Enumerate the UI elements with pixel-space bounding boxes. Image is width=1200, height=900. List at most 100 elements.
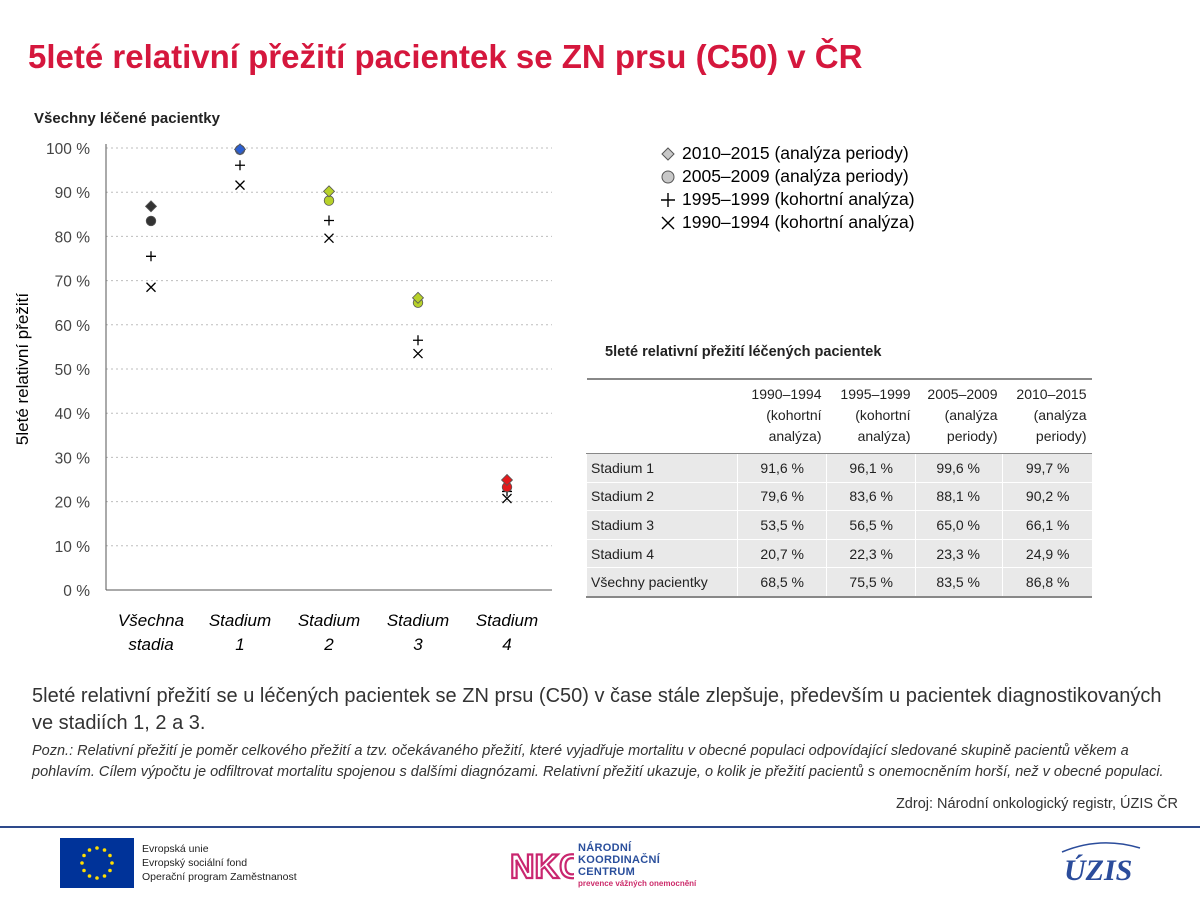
data-point-plus: [146, 251, 156, 262]
table-cell: 68,5 %: [737, 567, 827, 597]
eu-star-icon: [82, 853, 86, 858]
chart-subtitle: Všechny léčené pacientky: [34, 110, 220, 127]
data-point-plus: [235, 160, 245, 171]
legend-item: 2010–2015 (analýza periody): [660, 142, 915, 165]
data-point-cross: [235, 180, 245, 191]
table-cell: 99,7 %: [1002, 453, 1092, 483]
legend-label: 1995–1999 (kohortní analýza): [682, 189, 915, 209]
table-cell: 65,0 %: [915, 510, 1003, 540]
table-row: Stadium 1 91,6 % 96,1 % 99,6 % 99,7 %: [586, 453, 1092, 483]
table-header-cell: 1990–1994 (kohortní analýza): [737, 378, 827, 454]
legend-item: 1995–1999 (kohortní analýza): [660, 188, 915, 211]
data-point-cross: [146, 282, 156, 293]
eu-star-icon: [108, 868, 112, 873]
legend-cross-icon: [661, 216, 675, 229]
eu-star-icon: [87, 848, 92, 852]
table-row: Všechny pacientky 68,5 % 75,5 % 83,5 % 8…: [586, 567, 1092, 597]
table-cell: 79,6 %: [737, 482, 827, 511]
table-cell: 20,7 %: [737, 539, 827, 568]
table-cell: 83,5 %: [915, 567, 1003, 597]
eu-star-icon: [95, 876, 99, 880]
table-header-row: 1990–1994 (kohortní analýza) 1995–1999 (koh…: [586, 378, 1092, 454]
y-axis-label: 5leté relativní přežití: [13, 293, 32, 445]
table-cell: 96,1 %: [826, 453, 916, 483]
x-category-label: Stadium: [209, 611, 271, 630]
x-category-label: 2: [323, 635, 334, 654]
table-cell: 99,6 %: [915, 453, 1003, 483]
data-point-circle: [145, 215, 157, 227]
eu-star-icon: [110, 861, 114, 865]
table-cell: 91,6 %: [737, 453, 827, 483]
uzis-logo-icon: ÚZIS: [1061, 842, 1141, 887]
data-point-diamond: [144, 200, 158, 213]
table-cell: 23,3 %: [915, 539, 1003, 568]
page-title: 5leté relativní přežití pacientek se ZN …: [28, 38, 863, 75]
eu-star-icon: [82, 868, 86, 873]
legend-label: 1990–1994 (kohortní analýza): [682, 212, 915, 232]
legend-label: 2005–2009 (analýza periody): [682, 166, 909, 186]
y-tick-label: 10 %: [55, 539, 91, 556]
table-cell: 75,5 %: [826, 567, 916, 597]
table-title: 5leté relativní přežití léčených pacient…: [605, 344, 882, 360]
footer-divider: [0, 826, 1200, 828]
table-cell: 88,1 %: [915, 482, 1003, 511]
data-point-cross: [324, 233, 334, 244]
legend-item: 2005–2009 (analýza periody): [660, 165, 915, 188]
y-tick-label: 20 %: [55, 495, 91, 512]
svg-text:ÚZIS: ÚZIS: [1064, 854, 1132, 887]
y-tick-label: 90 %: [55, 185, 91, 202]
legend-item: 1990–1994 (kohortní analýza): [660, 211, 915, 234]
eu-star-icon: [80, 861, 84, 865]
table-corner-cell: [586, 378, 738, 454]
nkc-logo-icon: NKC: [509, 847, 574, 886]
footnote-text: Pozn.: Relativní přežití je poměr celkov…: [32, 743, 1164, 780]
eu-star-icon: [108, 853, 112, 858]
svg-text:NKC: NKC: [510, 848, 574, 886]
chart-legend: 2010–2015 (analýza periody) 2005–2009 (an…: [660, 142, 915, 234]
table-cell: 86,8 %: [1002, 567, 1092, 597]
data-point-diamond: [411, 291, 425, 304]
y-tick-label: 40 %: [55, 406, 91, 423]
legend-plus-icon: [661, 192, 675, 207]
y-tick-label: 100 %: [46, 141, 90, 158]
row-label: Stadium 4: [586, 539, 738, 568]
data-point-plus: [413, 335, 423, 346]
description-text: 5leté relativní přežití se u léčených pa…: [32, 685, 1162, 734]
table-header-cell: 1995–1999 (kohortní analýza): [826, 378, 916, 454]
survival-table: 1990–1994 (kohortní analýza) 1995–1999 (koh…: [586, 378, 1092, 598]
table-row: Stadium 3 53,5 % 56,5 % 65,0 % 66,1 %: [586, 510, 1092, 540]
table-cell: 56,5 %: [826, 510, 916, 540]
x-category-label: stadia: [128, 635, 173, 654]
eu-flag-icon: [60, 838, 134, 888]
data-point-cross: [413, 348, 423, 359]
table-header-cell: 2005–2009 (analýza periody): [915, 378, 1003, 454]
y-tick-label: 60 %: [55, 318, 91, 335]
table-cell: 22,3 %: [826, 539, 916, 568]
data-point-diamond: [500, 473, 514, 487]
x-category-label: 3: [413, 635, 423, 654]
eu-star-icon: [102, 874, 107, 878]
data-point-cross: [502, 493, 512, 504]
legend-circle-icon: [661, 170, 675, 183]
y-tick-label: 70 %: [55, 274, 91, 291]
y-tick-label: 0 %: [63, 583, 90, 600]
table-cell: 83,6 %: [826, 482, 916, 511]
row-label: Všechny pacientky: [586, 567, 738, 597]
y-tick-label: 30 %: [55, 450, 91, 467]
eu-star-icon: [95, 846, 99, 850]
table-cell: 53,5 %: [737, 510, 827, 540]
eu-star-icon: [102, 848, 107, 852]
eu-text: Evropská unie Evropský sociální fond Ope…: [142, 843, 297, 883]
table-header-cell: 2010–2015 (analýza periody): [1002, 378, 1092, 454]
row-label: Stadium 1: [586, 453, 738, 483]
table-cell: 24,9 %: [1002, 539, 1092, 568]
data-point-diamond: [322, 185, 336, 198]
x-category-label: Stadium: [387, 611, 449, 630]
y-tick-label: 80 %: [55, 229, 91, 246]
row-label: Stadium 3: [586, 510, 738, 540]
legend-diamond-icon: [661, 146, 675, 161]
x-category-label: Stadium: [476, 611, 538, 630]
nkc-text: NÁRODNÍ KOORDINAČNÍ CENTRUM prevence váž…: [578, 842, 697, 888]
row-label: Stadium 2: [586, 482, 738, 511]
x-category-label: 1: [235, 635, 244, 654]
